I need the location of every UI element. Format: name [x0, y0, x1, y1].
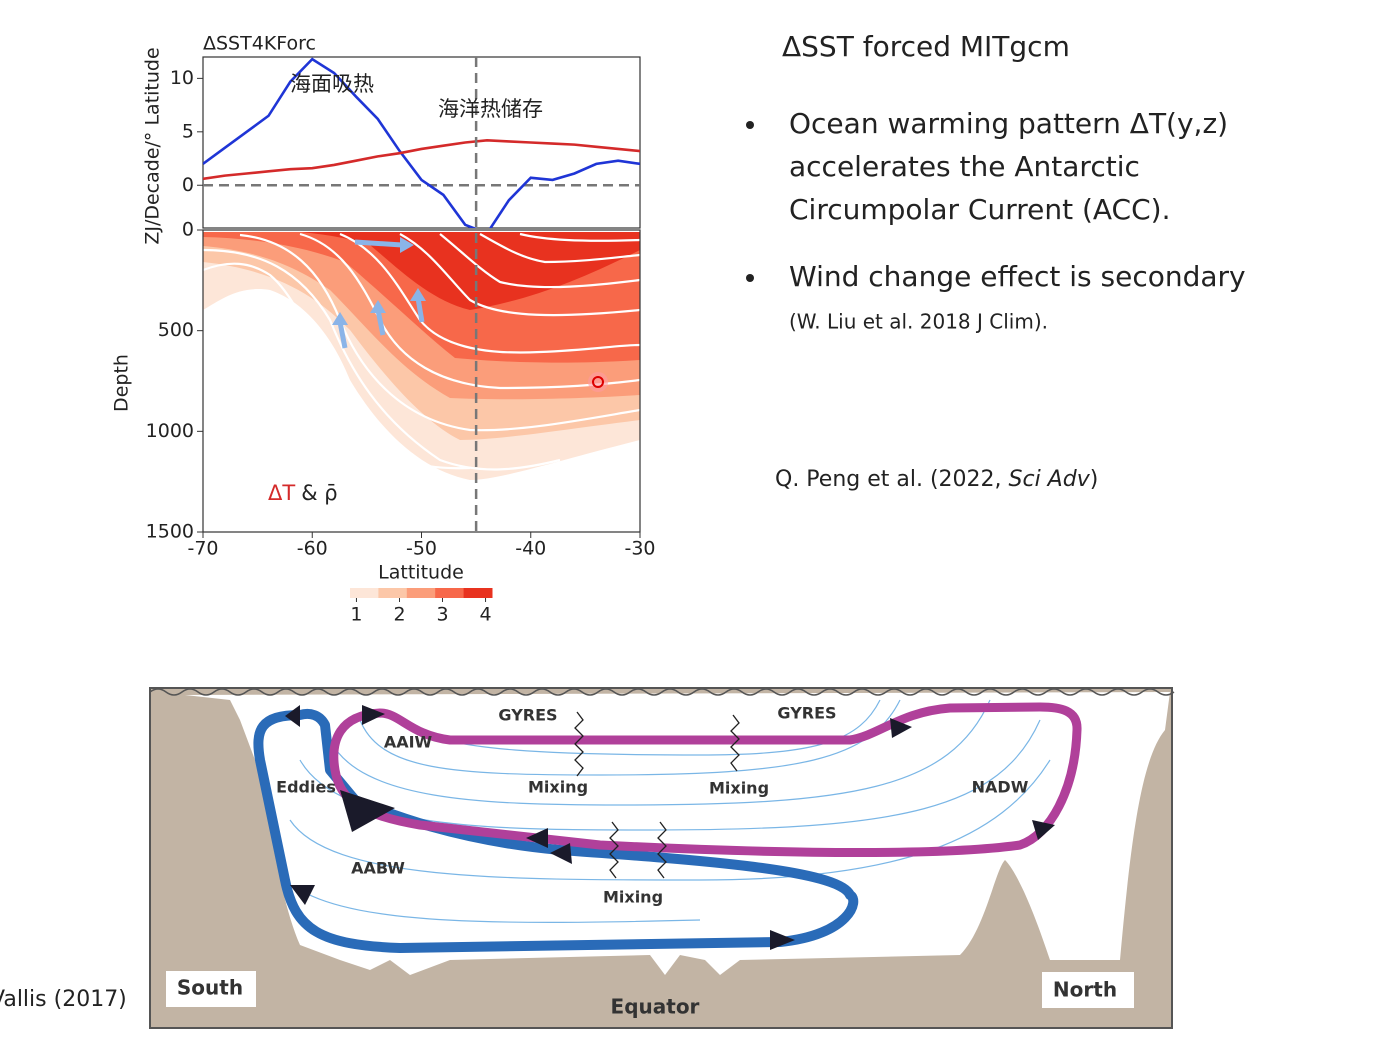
diagram-label: South — [177, 976, 243, 1000]
bullet — [746, 121, 754, 129]
depth-axis-label: Depth — [111, 354, 133, 412]
diagram-label: Eddies — [276, 778, 336, 797]
x-tick-label: -30 — [624, 538, 655, 560]
annotation-part: & ρ̄ — [301, 481, 337, 505]
top-frame — [202, 56, 641, 229]
contour-fill — [203, 232, 640, 480]
y-axis-label: ZJ/Decade/° Latitude — [142, 47, 164, 244]
x-tick-label: -50 — [406, 538, 437, 560]
depth-tick-label: 0 — [182, 219, 194, 241]
diagram-label: North — [1053, 978, 1117, 1002]
diagram-label: GYRES — [498, 706, 557, 725]
citation-part: Q. Peng et al. (2022, — [775, 467, 1009, 492]
reference: (W. Liu et al. 2018 J Clim). — [789, 310, 1048, 334]
x-tick-label: -70 — [187, 538, 218, 560]
y-tick-label: 5 — [182, 120, 194, 142]
diagram-label: NADW — [972, 778, 1029, 797]
x-axis-label: Lattitude — [378, 562, 464, 584]
heading: ΔSST forced MITgcm — [782, 30, 1070, 63]
diagram-label: Mixing — [528, 778, 588, 797]
depth-tick-label: 1000 — [146, 420, 194, 442]
colorbar-swatch — [406, 588, 436, 598]
colorbar-swatch — [350, 588, 379, 598]
diagram-label: AAIW — [384, 733, 433, 752]
colorbar-swatch — [435, 588, 465, 598]
series-label: 海洋热储存 — [438, 97, 543, 121]
chart-title: ΔSST4KForc — [203, 33, 316, 55]
y-tick-label: 10 — [170, 67, 194, 89]
bullet-text: accelerates the Antarctic — [789, 150, 1140, 183]
diagram-label: AABW — [351, 859, 405, 878]
diagram-label: GYRES — [777, 704, 836, 723]
diagram-label: Equator — [611, 995, 700, 1019]
diagram-label: Mixing — [709, 779, 769, 798]
bullet-text: Circumpolar Current (ACC). — [789, 193, 1170, 226]
series-line — [203, 57, 640, 228]
citation-part: ) — [1090, 467, 1099, 492]
colorbar-swatch — [463, 588, 493, 598]
diagram-label: Mixing — [603, 888, 663, 907]
series-label: 海面吸热 — [290, 72, 374, 96]
colorbar-swatch — [378, 588, 408, 598]
annotation: ΔT & ρ̄ — [268, 481, 338, 505]
bullet-text: Wind change effect is secondary — [789, 260, 1246, 293]
circulation-diagram — [149, 687, 1175, 1029]
diagram-credit: Vallis (2017) — [0, 987, 127, 1012]
depth-tick-label: 500 — [158, 319, 194, 341]
y-tick-label: 0 — [182, 174, 194, 196]
x-tick-label: -40 — [515, 538, 546, 560]
colorbar-tick-label: 1 — [350, 604, 362, 626]
annotation-part: ΔT — [268, 481, 295, 505]
citation: Q. Peng et al. (2022, Sci Adv) — [775, 467, 1098, 492]
x-tick-label: -60 — [297, 538, 328, 560]
bullet — [746, 274, 754, 282]
colorbar-tick-label: 2 — [393, 604, 405, 626]
citation-part: Sci Adv — [1009, 467, 1091, 492]
series-line — [203, 139, 640, 181]
colorbar-tick-label: 3 — [436, 604, 448, 626]
depth-tick-label: 1500 — [146, 521, 194, 543]
bullet-text: Ocean warming pattern ΔT(y,z) — [789, 107, 1228, 140]
colorbar-tick-label: 4 — [479, 604, 491, 626]
